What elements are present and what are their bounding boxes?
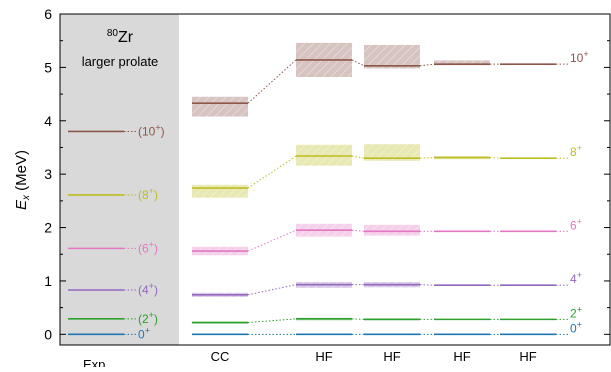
y-tick-label: 0 [44, 326, 52, 342]
exp-level-label: (4+) [138, 281, 158, 297]
connector-line [419, 284, 435, 286]
calc-level-label: 2+ [570, 304, 582, 320]
uncertainty-band-hatch [434, 60, 490, 66]
nucleus-name: 80Zr [107, 28, 134, 46]
plot-frame [59, 13, 611, 346]
exp-level-label: (10+) [138, 122, 165, 138]
connector-line [247, 284, 297, 296]
shape-annotation: larger prolate [82, 54, 159, 69]
y-tick-label: 6 [44, 6, 52, 22]
uncertainty-band-hatch [364, 224, 420, 236]
exp-level-label: (8+) [138, 186, 158, 202]
connector-line [247, 155, 297, 189]
connector-line [351, 229, 365, 232]
uncertainty-band-hatch [192, 184, 248, 198]
uncertainty-band-hatch [364, 144, 420, 161]
connector-line [419, 157, 435, 159]
connector-line [351, 59, 365, 67]
connector-line [247, 59, 297, 104]
connector-line [247, 229, 297, 252]
connector-line [419, 63, 435, 67]
y-tick-label: 5 [44, 59, 52, 75]
y-axis-title: Ex (MeV) [13, 150, 32, 210]
calc-level-label: 4+ [570, 270, 582, 286]
level-lines [68, 59, 556, 336]
calc-level-label: 0+ [570, 319, 582, 335]
connector-line [351, 155, 365, 159]
y-tick-label: 3 [44, 166, 52, 182]
connector-line [247, 318, 297, 324]
uncertainty-band-hatch [364, 44, 420, 69]
connector-line [489, 157, 501, 159]
connector-lines [124, 59, 568, 335]
x-label-method: CC [211, 349, 230, 364]
uncertainty-band-hatch [192, 96, 248, 117]
calc-level-label: 6+ [570, 216, 582, 232]
exp-level-label: (2+) [138, 310, 158, 326]
x-label-method: HF [519, 349, 536, 364]
exp-level-label: 0+ [138, 325, 150, 341]
x-label-method: HF [383, 349, 400, 364]
x-axis-labels: Exp.CCNmax=6HFNmax=6HFNmax=8HFNmax=10HFN… [83, 349, 552, 372]
nucleus-annotation: 80Zr larger prolate [82, 28, 159, 69]
connector-line [351, 318, 365, 320]
uncertainty-band-hatch [296, 144, 352, 166]
y-tick-label: 2 [44, 220, 52, 236]
x-label-method: HF [315, 349, 332, 364]
x-label-method: HF [453, 349, 470, 364]
y-tick-label: 1 [44, 273, 52, 289]
exp-level-label: (6+) [138, 239, 158, 255]
uncertainty-bands [192, 42, 490, 324]
y-tick-label: 4 [44, 113, 52, 129]
x-label-experiment: Exp. [83, 357, 109, 367]
calc-level-label: 10+ [570, 49, 589, 65]
level-labels: 0+ 0+(2+) 2+(4+)4+(6+)6+(8+)8+(10+)10+ [138, 49, 589, 341]
y-axis: 0 1 2 3 4 5 6 [44, 6, 610, 342]
calc-level-label: 8+ [570, 143, 582, 159]
